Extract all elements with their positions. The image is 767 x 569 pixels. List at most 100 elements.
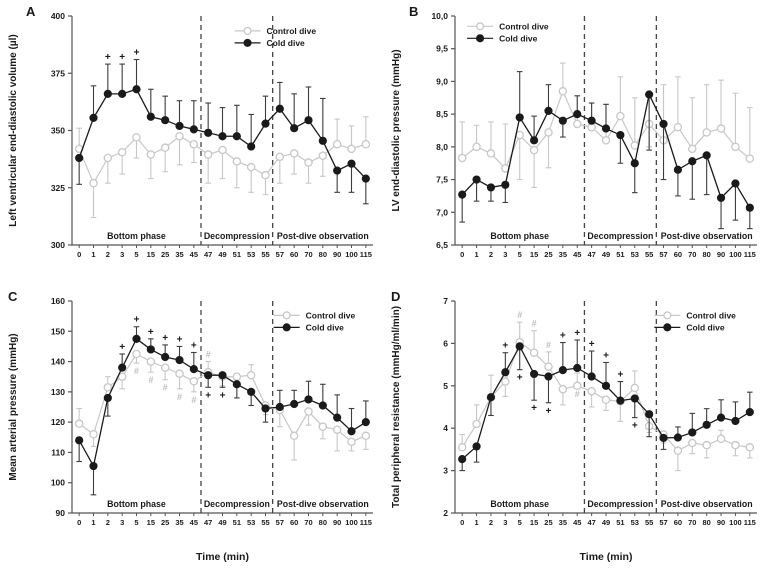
y-tick-label: 4: [443, 423, 448, 433]
data-point-control: [572, 119, 582, 129]
sig-marker-plus: +: [560, 331, 566, 342]
data-point-cold: [175, 121, 184, 131]
data-point-cold: [587, 372, 596, 381]
series-cold: [458, 339, 754, 472]
y-tick-label: 350: [51, 126, 65, 136]
data-point-cold: [515, 342, 524, 351]
legend-marker-control: [243, 26, 252, 35]
y-tick-label: 160: [51, 296, 65, 306]
data-point-control: [289, 149, 299, 158]
data-point-control: [246, 162, 256, 172]
data-point-cold: [247, 142, 256, 151]
data-point-control: [745, 154, 755, 163]
phase-label: Bottom phase: [107, 499, 166, 509]
x-tick-label: 53: [631, 518, 639, 527]
data-point-cold: [232, 380, 241, 389]
legend-marker-control: [663, 311, 672, 320]
data-point-control: [716, 124, 726, 133]
x-tick-label: 45: [190, 518, 198, 527]
data-point-control: [587, 387, 596, 396]
y-tick-label: 300: [51, 240, 65, 250]
x-tick-label: 49: [218, 518, 226, 527]
x-tick-label: 100: [729, 518, 742, 527]
x-tick-label: 47: [587, 250, 595, 259]
data-point-control: [361, 431, 371, 441]
x-tick-label: 47: [204, 518, 212, 527]
y-tick-label: 400: [51, 11, 65, 21]
x-tick-label: 45: [573, 250, 581, 259]
y-tick-label: 7,5: [436, 175, 448, 185]
data-point-cold: [146, 112, 155, 121]
x-tick-label: 51: [233, 250, 241, 259]
sig-marker-hash: #: [191, 395, 196, 405]
data-point-cold: [673, 433, 683, 442]
data-point-cold: [318, 136, 327, 145]
panel-letter: D: [391, 289, 400, 304]
legend-label-cold: Cold dive: [267, 38, 306, 48]
y-axis-title: Total peripheral resistance (mmHg/ml/min…: [391, 306, 402, 508]
data-point-control: [89, 430, 98, 439]
x-tick-label: 70: [688, 250, 696, 259]
x-tick-label: 53: [247, 250, 255, 259]
x-tick-label: 115: [360, 250, 372, 259]
x-tick-label: 3: [120, 518, 124, 527]
phase-label: Decompression: [587, 231, 653, 241]
data-point-cold: [688, 428, 697, 437]
legend-marker-cold: [282, 323, 291, 332]
x-tick-label: 25: [544, 518, 552, 527]
data-point-control: [175, 131, 184, 141]
data-point-control: [544, 128, 553, 137]
data-point-control: [515, 130, 524, 140]
data-point-control: [558, 86, 568, 96]
sig-marker-hash: #: [148, 375, 153, 385]
data-point-cold: [529, 136, 539, 145]
x-tick-label: 49: [602, 250, 610, 259]
x-tick-label: 70: [688, 518, 696, 527]
x-tick-label: 60: [674, 250, 682, 259]
legend-label-control: Control dive: [267, 26, 317, 36]
legend-marker-control: [476, 22, 485, 31]
data-point-cold: [175, 355, 184, 365]
y-tick-label: 140: [51, 357, 65, 367]
x-tick-label: 2: [106, 250, 110, 259]
y-tick-label: 6,5: [436, 240, 448, 250]
y-tick-label: 8,0: [436, 142, 448, 152]
data-point-cold: [304, 395, 313, 404]
y-tick-label: 9,0: [436, 76, 448, 86]
data-point-cold: [601, 124, 611, 133]
x-tick-label: 100: [729, 250, 742, 259]
data-point-cold: [745, 203, 754, 212]
data-point-cold: [204, 371, 213, 380]
x-tick-label: 90: [717, 250, 725, 259]
data-point-control: [688, 438, 697, 448]
sig-marker-plus: +: [105, 52, 111, 63]
data-point-control: [745, 443, 755, 452]
data-point-control: [529, 348, 539, 357]
x-tick-label: 55: [261, 250, 269, 259]
data-point-cold: [218, 371, 227, 380]
y-tick-label: 7: [443, 296, 448, 306]
x-tick-label: 15: [530, 518, 538, 527]
data-point-control: [558, 384, 568, 394]
data-point-cold: [218, 132, 227, 141]
data-point-control: [146, 357, 156, 366]
x-tick-label: 53: [247, 518, 255, 527]
data-point-cold: [361, 418, 370, 427]
x-tick-label: 35: [175, 518, 183, 527]
data-point-control: [246, 370, 256, 380]
data-point-cold: [261, 404, 270, 413]
x-tick-label: 0: [77, 518, 81, 527]
data-point-cold: [275, 104, 284, 113]
x-tick-label: 15: [147, 250, 155, 259]
x-tick-label: 35: [559, 250, 567, 259]
x-tick-label: 35: [175, 250, 183, 259]
phase-label: Decompression: [587, 499, 653, 509]
data-point-cold: [146, 345, 155, 354]
y-tick-label: 325: [51, 183, 65, 193]
data-point-cold: [333, 413, 342, 422]
data-point-cold: [89, 113, 98, 123]
x-tick-label: 2: [489, 250, 493, 259]
phase-label: Post-dive observation: [661, 499, 753, 509]
data-point-cold: [458, 455, 467, 464]
data-point-control: [616, 111, 625, 121]
